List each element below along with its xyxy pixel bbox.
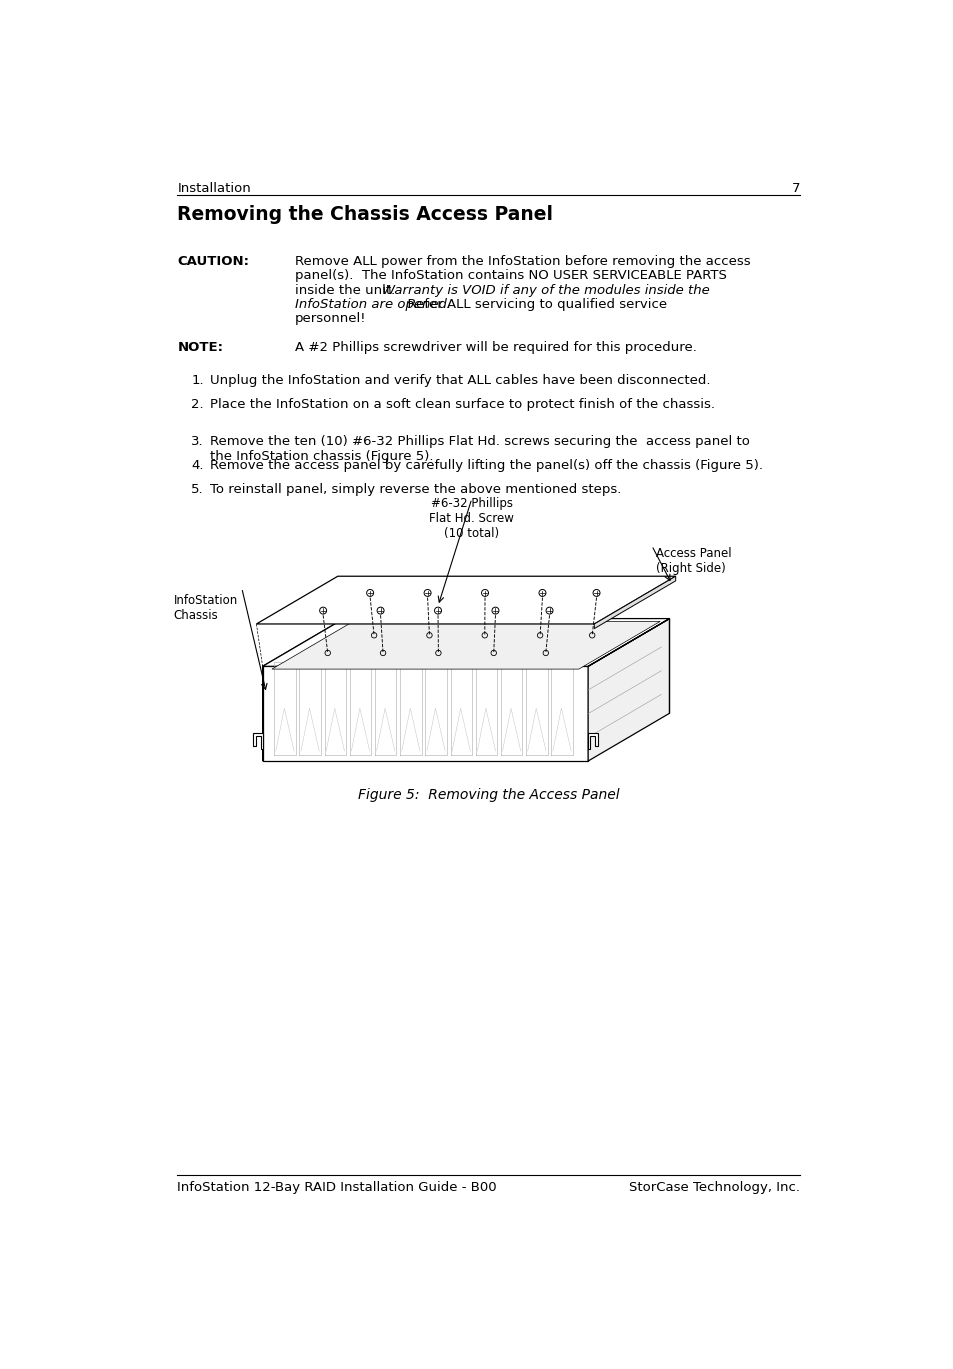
Text: inside the unit.: inside the unit.	[294, 283, 403, 297]
Text: 3.: 3.	[192, 435, 204, 448]
Text: 2.: 2.	[192, 397, 204, 411]
Text: Remove the access panel by carefully lifting the panel(s) off the chassis (Figur: Remove the access panel by carefully lif…	[210, 459, 762, 472]
Text: NOTE:: NOTE:	[177, 341, 223, 355]
Text: StorCase Technology, Inc.: StorCase Technology, Inc.	[629, 1181, 800, 1194]
Polygon shape	[272, 622, 659, 669]
Text: Place the InfoStation on a soft clean surface to protect finish of the chassis.: Place the InfoStation on a soft clean su…	[210, 397, 714, 411]
Text: CAUTION:: CAUTION:	[177, 255, 249, 268]
Polygon shape	[587, 732, 598, 749]
Text: 4.: 4.	[192, 459, 204, 472]
Text: Refer ALL servicing to qualified service: Refer ALL servicing to qualified service	[398, 298, 666, 311]
Text: Remove the ten (10) #6-32 Phillips Flat Hd. screws securing the  access panel to: Remove the ten (10) #6-32 Phillips Flat …	[210, 435, 749, 448]
Text: Removing the Chassis Access Panel: Removing the Chassis Access Panel	[177, 205, 553, 225]
Text: Figure 5:  Removing the Access Panel: Figure 5: Removing the Access Panel	[357, 789, 619, 802]
Text: personnel!: personnel!	[294, 312, 366, 324]
Text: the InfoStation chassis (Figure 5).: the InfoStation chassis (Figure 5).	[210, 449, 433, 463]
Polygon shape	[262, 619, 344, 761]
Polygon shape	[587, 619, 669, 761]
Polygon shape	[587, 619, 669, 713]
Text: panel(s).  The InfoStation contains NO USER SERVICEABLE PARTS: panel(s). The InfoStation contains NO US…	[294, 270, 726, 282]
Text: InfoStation 12-Bay RAID Installation Guide - B00: InfoStation 12-Bay RAID Installation Gui…	[177, 1181, 497, 1194]
Polygon shape	[262, 619, 669, 667]
Polygon shape	[594, 576, 675, 628]
Text: #6-32 Phillips
Flat Hd. Screw
(10 total): #6-32 Phillips Flat Hd. Screw (10 total)	[429, 497, 514, 539]
Polygon shape	[253, 732, 262, 749]
Text: Remove ALL power from the InfoStation before removing the access: Remove ALL power from the InfoStation be…	[294, 255, 750, 268]
Text: Access Panel
(Right Side): Access Panel (Right Side)	[655, 548, 730, 575]
Text: Unplug the InfoStation and verify that ALL cables have been disconnected.: Unplug the InfoStation and verify that A…	[210, 374, 710, 386]
Text: To reinstall panel, simply reverse the above mentioned steps.: To reinstall panel, simply reverse the a…	[210, 483, 620, 496]
Text: InfoStation
Chassis: InfoStation Chassis	[173, 594, 237, 622]
Polygon shape	[256, 576, 675, 624]
Text: 1.: 1.	[192, 374, 204, 386]
Text: Warranty is VOID if any of the modules inside the: Warranty is VOID if any of the modules i…	[381, 283, 709, 297]
Text: InfoStation are opened.: InfoStation are opened.	[294, 298, 451, 311]
Text: 5.: 5.	[192, 483, 204, 496]
Polygon shape	[262, 667, 587, 761]
Text: A #2 Phillips screwdriver will be required for this procedure.: A #2 Phillips screwdriver will be requir…	[294, 341, 697, 355]
Text: Installation: Installation	[177, 182, 251, 194]
Text: 7: 7	[791, 182, 800, 194]
